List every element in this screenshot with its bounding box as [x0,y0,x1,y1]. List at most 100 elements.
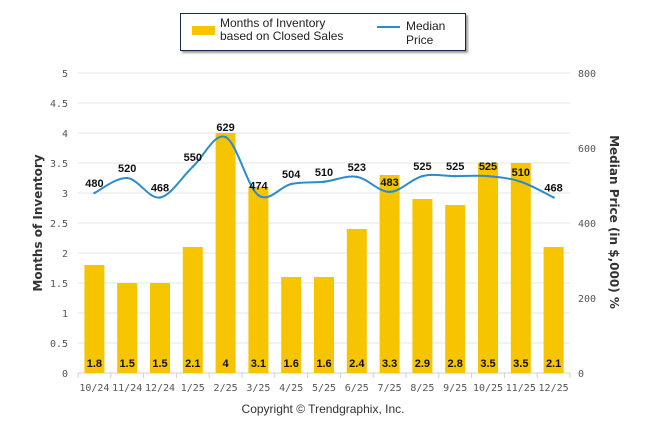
x-tick-label: 12/25 [539,383,569,394]
line-value-label: 525 [479,161,497,173]
bar-value-label: 1.6 [284,358,299,370]
line-point [355,175,358,179]
bar [281,277,302,373]
line-value-label: 468 [544,183,562,195]
legend-line-swatch [377,26,400,28]
legend-bar-swatch [192,26,215,35]
data-labels: 1.8 1.5 1.5 2.1 4 3.1 1.6 1.6 2.4 3.3 2.9 2.8 3.5 3.5… [85,122,563,370]
line-point [191,165,194,168]
y-tick-label: 2.5 [50,219,68,230]
line-point [224,135,227,139]
x-tick-label: 8/25 [410,383,434,394]
y2-tick-label: 800 [578,69,596,80]
line-point [421,174,424,178]
y-tick-label: 0 [62,369,68,380]
bar-value-label: 1.5 [152,358,167,370]
y-tick-label: 2 [62,249,68,260]
x-tick-label: 12/24 [145,383,175,394]
line-value-label: 523 [348,162,366,174]
bar [314,277,334,373]
x-tick-label: 3/25 [246,383,270,394]
line-value-label: 510 [315,167,333,179]
y-tick-label: 0.5 [50,339,68,350]
line-value-label: 520 [118,163,136,175]
x-tick-label: 4/25 [279,383,303,394]
y-tick-label: 1 [62,309,68,320]
bar-value-label: 1.5 [120,358,135,370]
bar [478,163,498,373]
x-tick-label: 1/25 [181,383,205,394]
y-tick-label: 4.5 [50,99,68,110]
bar [346,229,367,373]
line-value-label: 550 [184,152,202,164]
line-point [126,176,129,180]
line-value-label: 474 [249,180,268,192]
line-point [388,190,391,194]
line-point [486,174,490,178]
bar-value-label: 2.1 [185,358,200,370]
bar [182,247,203,373]
bar [248,187,269,373]
bar [445,205,466,373]
x-tick-label: 10/25 [473,383,503,394]
line-point [257,194,260,197]
line-point [322,180,326,183]
bar-value-label: 2.4 [349,358,365,370]
bar [150,283,170,373]
line-point [519,180,522,183]
legend: Months of Inventory based on Closed Sale… [180,13,466,51]
x-tick-label: 10/24 [79,383,109,394]
x-tick-label: 9/25 [443,383,467,394]
y-tick-label: 3 [62,189,68,200]
bar-value-label: 2.9 [415,358,430,370]
y2-axis-title: Median Price (in $,000) % [607,135,621,309]
line-value-label: 480 [85,178,103,190]
bar-value-label: 2.8 [448,358,463,370]
x-tick-label: 7/25 [378,383,402,394]
bar [117,283,138,373]
bar-value-label: 3.3 [382,358,397,370]
bar [543,247,564,373]
line-point [93,191,96,195]
y2-tick-label: 200 [578,294,596,305]
line-point [454,174,457,178]
y-tick-label: 1.5 [50,279,68,290]
y2-tick-label: 400 [578,219,596,230]
bar-value-label: 1.6 [316,358,331,370]
line-value-label: 468 [151,183,169,195]
line-series [93,135,555,199]
y2-tick-label: 600 [578,144,596,155]
x-tick-label: 11/25 [506,383,536,394]
line-point [290,182,293,186]
x-tick-label: 2/25 [214,383,238,394]
bar-value-label: 3.5 [480,358,495,370]
bar-value-label: 1.8 [87,358,102,370]
bar-value-label: 3.1 [251,358,266,370]
bar-value-label: 4 [223,358,230,370]
x-tick-label: 5/25 [312,383,336,394]
x-tick-label: 11/24 [112,383,142,394]
y2-tick-label: 0 [578,369,584,380]
bar [215,133,236,373]
line-point [552,196,555,199]
line-value-label: 510 [512,167,530,179]
bar [510,163,531,373]
bar-value-label: 2.1 [546,358,561,370]
line-value-label: 525 [413,161,431,173]
legend-bar-label: Months of Inventory based on Closed Sale… [220,16,344,43]
bar [412,199,433,373]
bar-value-label: 3.5 [513,358,528,370]
y-tick-label: 4 [62,129,68,140]
y-axis-title: Months of Inventory [31,154,45,291]
x-tick-label: 6/25 [345,383,369,394]
bar [84,265,105,373]
y-tick-label: 5 [62,69,68,80]
line-value-label: 525 [446,161,464,173]
line-value-label: 629 [216,122,234,134]
y-tick-label: 3.5 [50,159,68,170]
copyright-text: Copyright © Trendgraphix, Inc. [241,402,405,416]
line-value-label: 504 [282,169,301,181]
line-point [158,196,162,199]
